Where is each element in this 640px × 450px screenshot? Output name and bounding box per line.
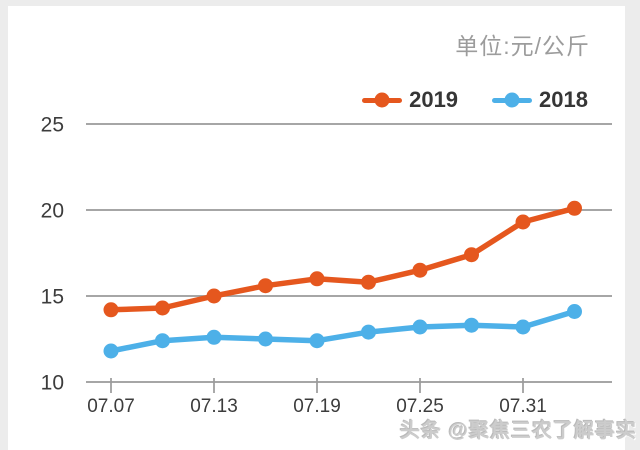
data-point-2019-07.28[interactable] <box>464 247 479 263</box>
data-point-2019-07.10[interactable] <box>155 300 170 316</box>
x-axis-label: 07.19 <box>293 396 341 417</box>
data-point-2019-07.31[interactable] <box>515 214 531 230</box>
legend-item-2019[interactable]: 2019 <box>362 87 458 113</box>
data-point-2018-07.16[interactable] <box>258 331 273 347</box>
legend-label-2019: 2019 <box>409 87 459 112</box>
y-axis-label: 10 <box>41 372 64 395</box>
line-series-2018 <box>108 308 578 354</box>
data-point-2019-07.22[interactable] <box>361 274 376 290</box>
data-point-2018-07.25[interactable] <box>412 319 428 335</box>
legend-item-2018[interactable]: 2018 <box>492 87 588 113</box>
data-point-2019-07.19[interactable] <box>309 271 325 287</box>
data-point-2018-08.03[interactable] <box>567 304 582 319</box>
chart-unit-label: 单位:元/公斤 <box>455 33 590 59</box>
legend-label-2018: 2018 <box>539 87 588 112</box>
x-axis-label: 07.31 <box>499 396 547 417</box>
data-point-2019-07.25[interactable] <box>412 262 428 278</box>
line-series-2019 <box>108 205 578 313</box>
data-point-2019-07.13[interactable] <box>206 288 222 304</box>
data-point-2018-07.19[interactable] <box>309 333 325 349</box>
data-point-2019-07.16[interactable] <box>258 278 273 294</box>
y-axis-label: 25 <box>41 114 64 137</box>
data-point-2018-07.28[interactable] <box>464 317 479 333</box>
chart-legend: 2019 2018 <box>362 87 588 113</box>
x-axis-label: 07.25 <box>396 396 444 417</box>
x-axis-label: 07.07 <box>87 396 135 417</box>
y-axis-label: 20 <box>41 200 64 223</box>
data-point-2019-08.03[interactable] <box>567 200 582 216</box>
data-point-2018-07.07[interactable] <box>103 343 119 359</box>
data-point-2018-07.13[interactable] <box>206 329 222 345</box>
y-axis-label: 15 <box>41 286 64 309</box>
data-point-2018-07.31[interactable] <box>515 319 531 335</box>
legend-marker-2018-icon <box>492 92 533 108</box>
legend-marker-2019-icon <box>362 92 403 108</box>
x-axis-label: 07.13 <box>190 396 238 417</box>
data-point-2018-07.22[interactable] <box>361 324 376 340</box>
data-point-2018-07.10[interactable] <box>155 333 170 349</box>
watermark-text: 头条 @聚焦三农了解事实 <box>399 420 637 442</box>
data-point-2019-07.07[interactable] <box>103 302 119 318</box>
